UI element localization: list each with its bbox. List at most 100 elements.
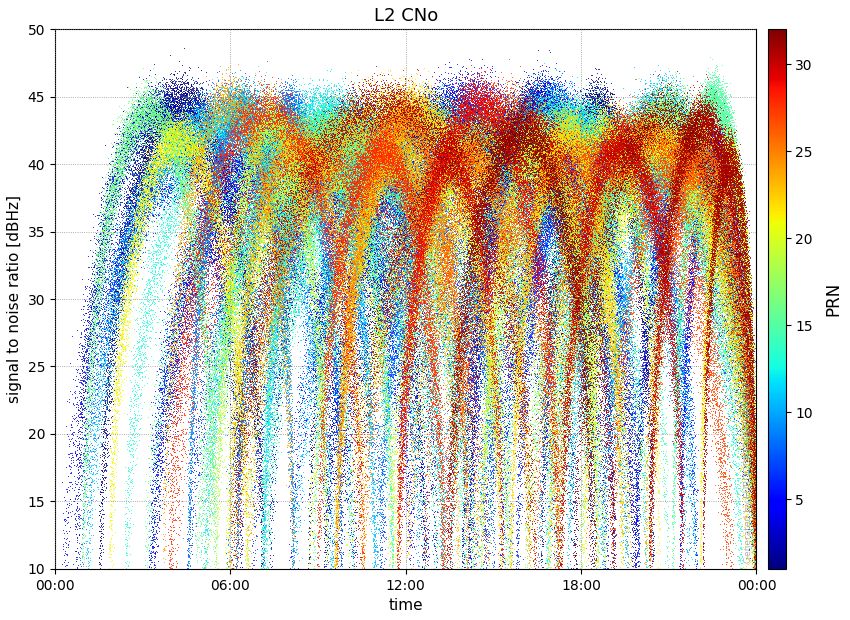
Point [292,163,305,173]
Point [195,247,208,257]
Point [162,386,175,396]
Point [644,205,658,215]
Point [701,251,715,261]
Point [437,101,451,111]
Point [188,151,201,161]
Point [694,124,708,134]
Point [338,236,352,246]
Point [388,123,402,133]
Point [656,233,670,243]
Point [449,149,462,159]
Point [408,377,422,387]
Point [672,185,686,195]
Point [263,130,276,140]
Point [683,140,696,150]
Point [672,123,685,133]
Point [324,192,337,202]
Point [590,210,604,219]
Point [286,158,299,168]
Point [593,440,607,450]
Point [649,335,663,345]
Point [739,239,752,249]
Point [108,436,122,446]
Point [618,178,632,188]
Point [348,282,362,292]
Point [201,397,214,407]
Point [133,321,147,331]
Point [374,460,388,470]
Point [252,197,265,207]
Point [316,112,330,122]
Point [516,198,530,208]
Point [484,126,497,136]
Point [696,197,710,206]
Point [507,143,520,153]
Point [420,270,434,280]
Point [436,135,450,144]
Point [308,133,321,143]
Point [539,219,552,229]
Point [128,192,141,202]
Point [644,112,658,122]
Point [600,440,614,450]
Point [546,237,559,247]
Point [727,316,740,326]
Point [445,174,458,184]
Point [271,226,285,236]
Point [252,174,266,184]
Point [706,159,719,169]
Point [493,363,507,373]
Point [605,139,619,149]
Point [695,122,709,131]
Point [671,162,684,172]
Point [363,185,377,195]
Point [549,280,563,290]
Point [516,350,530,360]
Point [411,175,424,185]
Point [448,539,462,549]
Point [672,179,685,188]
Point [711,131,724,141]
Point [558,146,572,156]
Point [389,195,403,205]
Point [248,412,262,422]
Point [598,279,611,289]
Point [466,266,479,276]
Point [371,130,384,140]
Point [422,265,435,275]
Point [628,519,642,529]
Point [439,112,453,122]
Point [348,113,362,123]
Point [389,248,403,258]
Point [431,190,445,200]
Point [631,128,644,138]
Point [437,185,451,195]
Point [241,130,255,140]
Point [313,193,326,203]
Point [245,327,258,337]
Point [301,182,314,192]
Point [355,244,369,254]
Point [510,149,524,159]
Point [210,384,224,394]
Point [692,140,706,149]
Point [246,482,259,492]
Point [248,263,262,273]
Point [666,273,679,283]
Point [585,258,598,268]
Point [704,306,717,316]
Point [583,231,597,241]
Point [502,89,516,99]
Point [696,231,710,241]
Point [558,207,572,217]
Point [419,138,433,148]
Point [184,445,198,455]
Point [722,154,735,164]
Point [384,128,398,138]
Point [517,131,530,141]
Point [531,110,545,120]
Point [548,169,562,179]
Point [211,207,224,217]
Point [332,438,346,448]
Point [296,291,309,301]
